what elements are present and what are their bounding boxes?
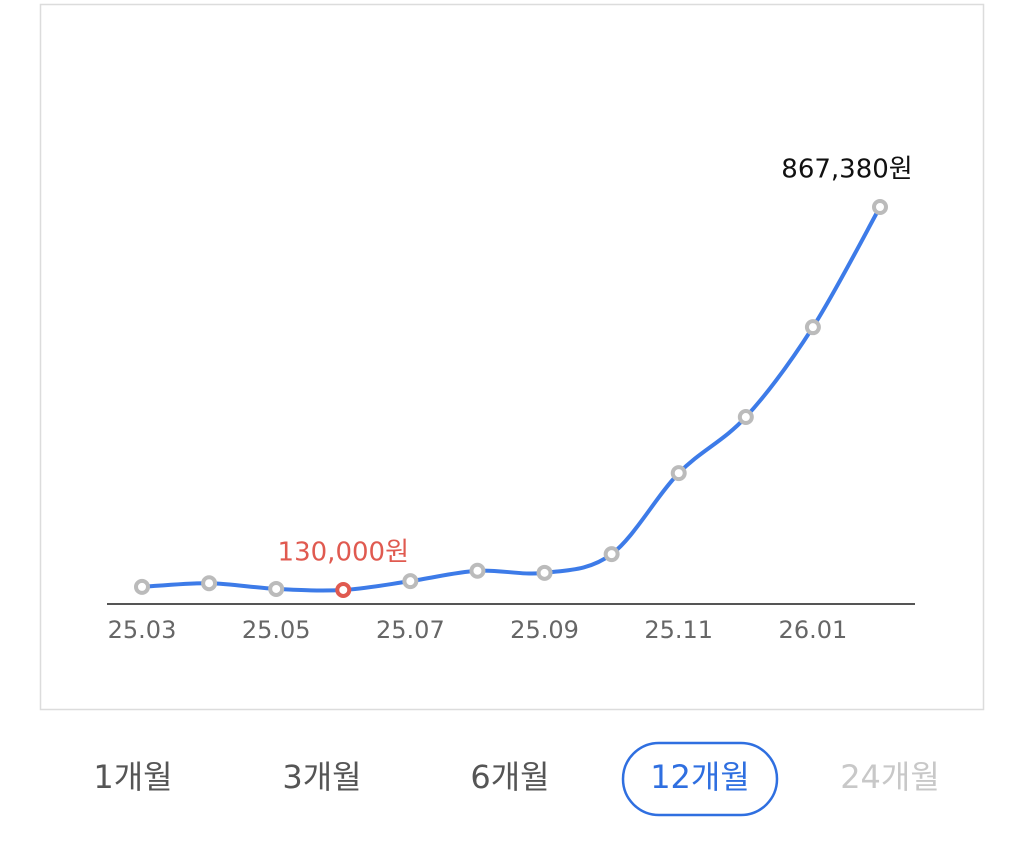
point	[201, 575, 218, 592]
x-tick-label: 25.09	[510, 616, 579, 644]
point	[872, 199, 888, 215]
point	[737, 409, 754, 426]
x-tick-label: 25.03	[108, 616, 177, 644]
period-button[interactable]: 6개월	[470, 758, 549, 796]
period-selected-outline	[621, 741, 779, 817]
point	[268, 580, 285, 597]
value-label: 867,380원	[781, 155, 912, 185]
point	[603, 546, 620, 563]
point	[536, 564, 553, 581]
x-tick-label: 26.01	[779, 616, 848, 644]
x-tick-label: 25.11	[644, 616, 713, 644]
period-button[interactable]: 1개월	[93, 758, 172, 796]
period-button[interactable]: 12개월	[650, 758, 750, 796]
point	[804, 319, 821, 336]
point	[335, 581, 352, 598]
point	[134, 578, 150, 595]
point	[469, 562, 486, 579]
x-tick-label: 25.07	[376, 616, 445, 644]
period-button: 24개월	[840, 758, 940, 796]
x-tick-label: 25.05	[242, 616, 311, 644]
point	[402, 573, 419, 590]
value-label: 130,000원	[278, 537, 409, 567]
chart-card	[39, 3, 985, 711]
period-button[interactable]: 3개월	[282, 758, 361, 796]
point	[670, 465, 687, 482]
